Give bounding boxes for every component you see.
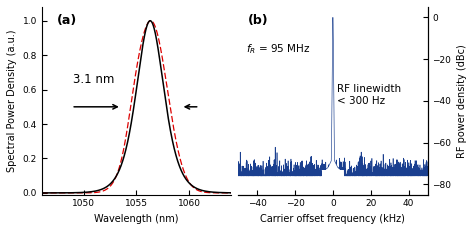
- X-axis label: Wavelength (nm): Wavelength (nm): [94, 214, 179, 224]
- Text: (a): (a): [57, 15, 77, 27]
- Text: 3.1 nm: 3.1 nm: [73, 73, 115, 86]
- Text: RF linewidth
< 300 Hz: RF linewidth < 300 Hz: [337, 84, 401, 106]
- Y-axis label: RF power density (dBc): RF power density (dBc): [457, 44, 467, 158]
- Text: $\it{f}$$_R$ = 95 MHz: $\it{f}$$_R$ = 95 MHz: [246, 43, 310, 56]
- Text: (b): (b): [247, 15, 268, 27]
- X-axis label: Carrier offset frequency (kHz): Carrier offset frequency (kHz): [260, 214, 405, 224]
- Y-axis label: Spectral Power Density (a.u.): Spectral Power Density (a.u.): [7, 30, 17, 172]
